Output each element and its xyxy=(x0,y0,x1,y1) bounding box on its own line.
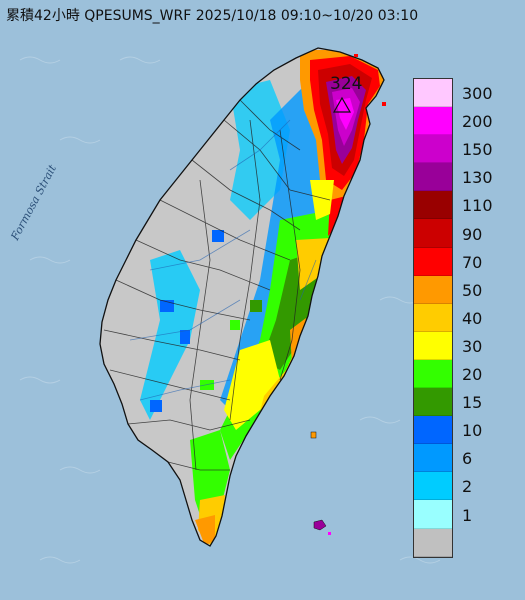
legend-swatch xyxy=(414,303,452,332)
offshore-islands xyxy=(310,54,386,535)
legend-label: 110 xyxy=(462,196,493,216)
legend-swatch xyxy=(414,444,452,473)
legend-label: 50 xyxy=(462,280,483,300)
legend-label: 15 xyxy=(462,393,483,413)
legend-swatch xyxy=(414,388,452,417)
legend-swatch xyxy=(414,163,452,192)
legend-label: 130 xyxy=(462,168,493,188)
green-island xyxy=(310,431,317,439)
legend-label: 10 xyxy=(462,421,483,441)
legend-swatch xyxy=(414,219,452,248)
max-value-label: 324 xyxy=(330,74,363,94)
legend-label: 150 xyxy=(462,140,493,160)
admin-boundaries xyxy=(103,99,331,471)
orchid-island xyxy=(313,519,327,531)
legend-swatch xyxy=(414,500,452,529)
sea-ripple-texture xyxy=(19,56,441,564)
legend-swatch xyxy=(414,528,452,557)
taiwan-coastline xyxy=(99,47,385,547)
northern-islet xyxy=(354,54,358,57)
legend-swatch xyxy=(414,331,452,360)
legend-label: 30 xyxy=(462,336,483,356)
legend-label: 70 xyxy=(462,252,483,272)
legend-swatch xyxy=(414,359,452,389)
legend-label: 200 xyxy=(462,112,493,132)
small-islet xyxy=(328,532,331,535)
legend-label: 6 xyxy=(462,449,473,469)
legend-label: 2 xyxy=(462,477,473,497)
legend-swatch xyxy=(414,79,452,108)
legend-label: 300 xyxy=(462,84,493,103)
legend-label: 90 xyxy=(462,224,483,244)
max-value-triangle-icon xyxy=(332,96,352,113)
rivers xyxy=(129,119,317,401)
legend-swatch xyxy=(414,135,452,164)
legend-label: 40 xyxy=(462,308,483,328)
map-title: 累積42小時 QPESUMS_WRF 2025/10/18 09:10~10/2… xyxy=(6,8,419,24)
legend-swatch xyxy=(414,191,452,220)
legend-swatch xyxy=(414,275,452,304)
legend-swatch xyxy=(414,247,452,276)
guishan-island xyxy=(382,102,386,106)
color-legend xyxy=(413,78,453,558)
legend-swatch xyxy=(414,416,452,445)
legend-swatch xyxy=(414,472,452,501)
legend-label: 1 xyxy=(462,505,473,525)
legend-swatch xyxy=(414,107,452,136)
legend-label: 20 xyxy=(462,365,483,384)
